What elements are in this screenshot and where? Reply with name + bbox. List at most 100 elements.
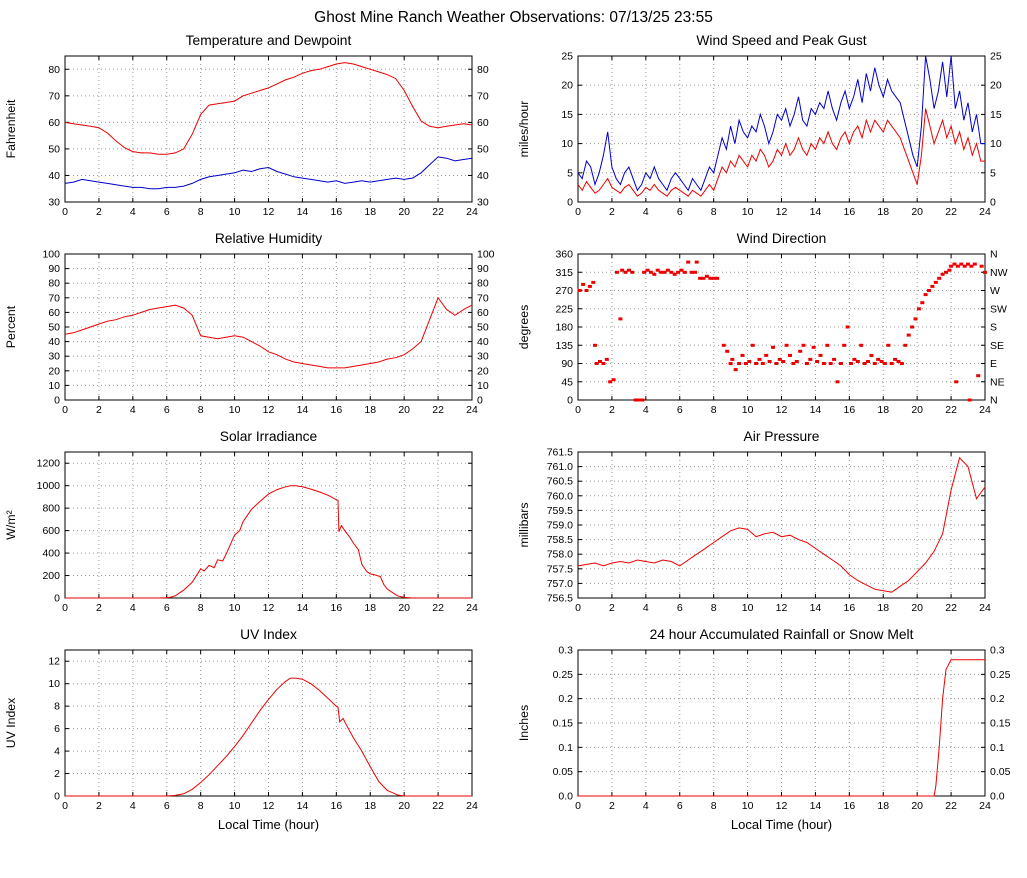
right-tick-label: 25 [990,51,1002,63]
y-tick-label: 80 [48,64,60,76]
y-tick-label: 759.0 [546,520,572,532]
x-tick-label: 22 [432,206,444,218]
y-tick-label: 0 [54,593,60,605]
right-tick-label: 0.25 [990,669,1011,681]
scatter-point-wind-direction [923,293,928,297]
scatter-point-wind-direction [899,362,904,365]
x-tick-label: 6 [163,206,169,218]
chart-solar-irradiance: Solar Irradiance 0 2 4 6 8 10 12 14 16 18 20 22 24 0 20… [1,426,514,624]
scatter-point-wind-direction [862,362,867,365]
x-tick-label: 6 [676,404,682,416]
x-tick-label: 18 [877,800,889,812]
chart-24-hour-accumulated-rainfall-or-snow-melt: 24 hour Accumulated Rainfall or Snow Mel… [514,624,1027,836]
x-tick-label: 0 [575,404,581,416]
x-tick-label: 4 [642,800,648,812]
right-tick-label: 40 [477,336,489,348]
series-line-uv-index [64,677,472,797]
y-tick-label: 0.0 [558,791,573,803]
x-tick-label: 4 [129,404,135,416]
x-tick-label: 6 [676,602,682,614]
scatter-point-wind-direction [818,353,822,357]
x-tick-label: 0 [62,206,68,218]
scatter-point-wind-direction [972,262,977,266]
scatter-point-wind-direction [835,380,839,384]
x-tick-label: 20 [398,206,410,218]
scatter-point-wind-direction [838,362,843,365]
x-tick-label: 16 [843,404,855,416]
scatter-point-wind-direction [721,343,726,347]
x-tick-label: 2 [95,404,101,416]
scatter-point-wind-direction [658,270,663,274]
y-axis-label: UV Index [4,697,18,748]
y-tick-label: 1000 [36,480,60,492]
chart-air-pressure: Air Pressure 0 2 4 6 8 10 12 14 16 18 20 22 24 756.5 75… [514,426,1027,624]
scatter-point-wind-direction [736,362,741,365]
x-tick-label: 4 [129,800,135,812]
x-tick-label: 14 [809,602,821,614]
right-tick-label: 0 [990,197,996,209]
y-tick-label: 80 [48,278,60,290]
right-tick-label: 20 [990,80,1002,92]
x-tick-label: 8 [710,404,716,416]
y-tick-label: 758.5 [546,534,572,546]
y-tick-label: 60 [48,307,60,319]
scatter-point-wind-direction [872,362,877,365]
y-tick-label: 135 [555,340,573,352]
x-tick-label: 0 [62,800,68,812]
scatter-point-wind-direction [824,343,829,347]
y-tick-label: 757.0 [546,578,572,590]
scatter-point-wind-direction [662,270,666,274]
x-tick-label: 12 [262,800,274,812]
chart-title: Wind Direction [736,231,826,246]
right-tick-label: 5 [990,167,996,179]
x-tick-label: 18 [364,800,376,812]
series-line-wind-speed [577,108,985,197]
y-tick-label: 60 [48,117,60,129]
x-tick-label: 10 [228,206,240,218]
x-tick-label: 6 [163,602,169,614]
y-tick-label: 225 [555,303,573,315]
scatter-point-wind-direction [841,343,846,347]
y-tick-label: 15 [561,109,573,121]
y-tick-label: 0.1 [558,742,573,754]
x-tick-label: 2 [608,800,614,812]
right-tick-label: 70 [477,90,489,102]
x-tick-label: 4 [129,602,135,614]
x-tick-label: 6 [676,800,682,812]
scatter-point-wind-direction [639,398,644,402]
series-line-rainfall [577,659,985,797]
scatter-point-wind-direction [919,301,924,305]
x-tick-label: 8 [710,206,716,218]
y-axis-label: miles/hour [517,101,531,158]
x-tick-label: 10 [741,800,753,812]
y-tick-label: 10 [48,380,60,392]
y-tick-label: 70 [48,292,60,304]
x-tick-label: 14 [296,206,308,218]
scatter-point-wind-direction [733,368,738,372]
right-tick-label: N [990,249,998,261]
x-tick-label: 0 [62,404,68,416]
scatter-point-wind-direction [828,362,833,365]
x-tick-label: 12 [775,602,787,614]
scatter-point-wind-direction [784,343,789,347]
x-tick-label: 14 [296,800,308,812]
scatter-point-wind-direction [707,276,712,280]
chart-wind-direction: Wind Direction 0 2 4 6 8 10 12 14 16 18 20 22 24 0 45 90… [514,228,1027,426]
scatter-point-wind-direction [757,357,761,361]
scatter-point-wind-direction [814,360,819,363]
scatter-point-wind-direction [753,362,758,365]
scatter-point-wind-direction [697,276,702,280]
x-tick-label: 16 [843,206,855,218]
x-tick-label: 12 [262,602,274,614]
scatter-point-wind-direction [936,276,941,280]
x-tick-label: 12 [262,206,274,218]
scatter-point-wind-direction [714,276,719,280]
x-tick-label: 2 [608,602,614,614]
right-tick-label: NE [990,376,1005,388]
y-tick-label: 0.2 [558,693,573,705]
y-tick-label: 70 [48,90,60,102]
y-tick-label: 6 [54,723,60,735]
scatter-point-wind-direction [780,360,785,363]
